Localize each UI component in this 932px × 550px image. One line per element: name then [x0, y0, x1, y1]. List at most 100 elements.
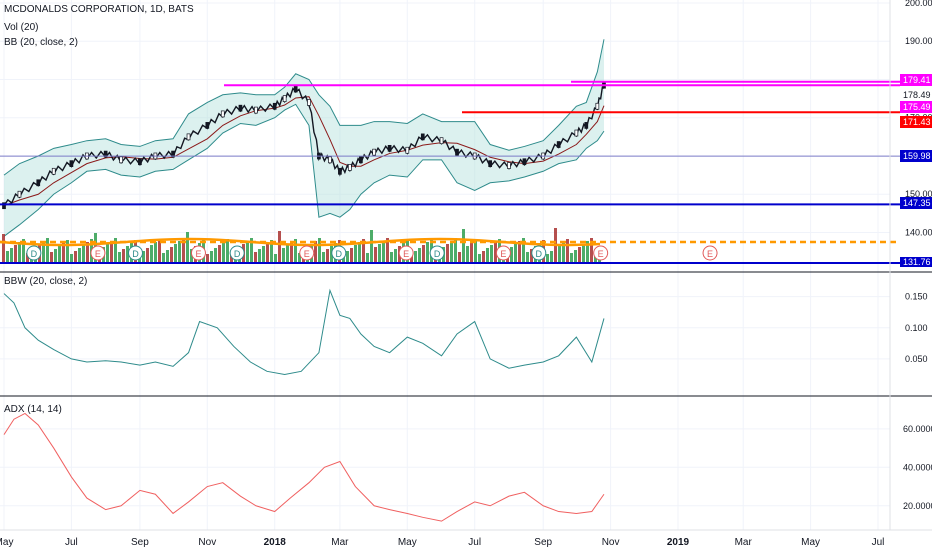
- volume-bar: [18, 242, 21, 262]
- dividend-marker: [531, 245, 547, 261]
- volume-bar: [454, 238, 457, 262]
- volume-bar: [266, 243, 269, 262]
- price-candle: [103, 150, 108, 158]
- price-candle: [420, 133, 425, 141]
- volume-bar: [174, 244, 177, 262]
- volume-bar: [378, 244, 381, 262]
- y-tick-label: 200.00: [905, 0, 932, 8]
- volume-bar: [26, 253, 29, 262]
- volume-bar: [574, 250, 577, 262]
- x-tick-label: Sep: [131, 537, 149, 548]
- volume-bar: [370, 230, 373, 262]
- volume-bar: [318, 238, 321, 262]
- volume-bar: [474, 240, 477, 262]
- x-tick-label: Nov: [198, 537, 216, 548]
- bbw-title: BBW (20, close, 2): [4, 276, 87, 287]
- volume-bar: [322, 252, 325, 262]
- volume-bar: [586, 241, 589, 262]
- volume-bar: [590, 238, 593, 262]
- adx-title: ADX (14, 14): [4, 404, 62, 415]
- volume-bar: [142, 251, 145, 262]
- price-candle: [455, 148, 459, 156]
- price-candle: [293, 85, 298, 93]
- x-axis: May Jul Sep Nov 2018 Mar May Jul Sep Nov 2019 Mar Ma…: [0, 537, 884, 548]
- earnings-marker: [299, 245, 315, 261]
- volume-bar: [562, 242, 565, 262]
- volume-bar: [350, 248, 353, 262]
- volume-bar: [66, 240, 69, 262]
- volume-bar: [578, 247, 581, 262]
- volume-bar: [114, 238, 117, 262]
- volume-bar: [382, 241, 385, 262]
- dividend-marker-label: D: [31, 249, 38, 259]
- price-label-179: 179.41: [900, 74, 932, 86]
- earnings-marker-label: E: [195, 249, 201, 259]
- volume-bar: [394, 249, 397, 262]
- dividend-marker-label: D: [434, 249, 441, 259]
- volume-bar: [74, 251, 77, 262]
- volume-bar: [374, 247, 377, 262]
- price-axis-background: [890, 0, 932, 550]
- volume-bar: [50, 252, 53, 262]
- x-tick-label: Mar: [735, 537, 753, 548]
- bbw-pane[interactable]: 0.050 0.100 0.150: [3, 288, 928, 375]
- earnings-marker-label: E: [500, 249, 506, 259]
- price-candle: [36, 179, 41, 187]
- x-tick-label: May: [801, 537, 820, 548]
- price-candle: [439, 137, 444, 145]
- volume-bar: [478, 254, 481, 262]
- volume-bar: [286, 245, 289, 262]
- earnings-marker: [190, 245, 206, 261]
- volume-bar: [426, 242, 429, 262]
- earnings-marker: [495, 245, 511, 261]
- y-tick-label: 0.050: [905, 354, 928, 364]
- earnings-marker: [398, 245, 414, 261]
- volume-bar: [278, 231, 281, 262]
- volume-bar: [162, 253, 165, 262]
- price-label-147: 147.35: [900, 197, 932, 209]
- volume-bar: [250, 238, 253, 262]
- volume-bar: [146, 248, 149, 262]
- earnings-marker-label: E: [95, 249, 101, 259]
- dividend-marker: [26, 245, 42, 261]
- volume-bar: [462, 229, 465, 262]
- volume-bar: [70, 254, 73, 262]
- bollinger-upper-band: [3, 39, 605, 176]
- price-candle: [405, 146, 410, 154]
- volume-bar: [166, 250, 169, 262]
- volume-bar: [210, 251, 213, 262]
- y-tick-label: 40.0000: [903, 462, 932, 472]
- y-tick-label: 150.00: [905, 189, 932, 199]
- volume-bar: [326, 249, 329, 262]
- price-candle: [254, 106, 258, 114]
- price-candle: [556, 141, 561, 148]
- adx-pane[interactable]: 20.0000 40.0000 60.0000: [3, 412, 932, 522]
- x-tick-label: May: [398, 537, 417, 548]
- volume-bar: [54, 249, 57, 262]
- volume-bar: [298, 253, 301, 262]
- x-tick-label: Jul: [65, 537, 78, 548]
- price-candle: [119, 156, 123, 164]
- volume-bar: [458, 252, 461, 262]
- volume-bar: [414, 251, 417, 262]
- volume-bar: [246, 241, 249, 262]
- volume-bar: [118, 252, 121, 262]
- volume-bar: [418, 248, 421, 262]
- main-price-pane[interactable]: 140.00150.00160.00170.00180.00190.00200.…: [0, 0, 932, 264]
- volume-bar: [466, 246, 469, 262]
- earnings-marker-label: E: [304, 249, 310, 259]
- volume-bar: [78, 248, 81, 262]
- dividend-marker-label: D: [336, 249, 343, 259]
- price-candle: [272, 102, 277, 110]
- plot-background: [0, 0, 890, 550]
- volume-bar: [530, 249, 533, 262]
- volume-bar: [510, 247, 513, 262]
- volume-bar: [346, 251, 349, 262]
- volume-bar: [386, 238, 389, 262]
- volume-bar: [226, 239, 229, 262]
- volume-bar: [222, 242, 225, 262]
- chart-title: MCDONALDS CORPORATION, 1D, BATS: [4, 4, 194, 15]
- price-candle: [372, 148, 377, 156]
- volume-bar: [178, 241, 181, 262]
